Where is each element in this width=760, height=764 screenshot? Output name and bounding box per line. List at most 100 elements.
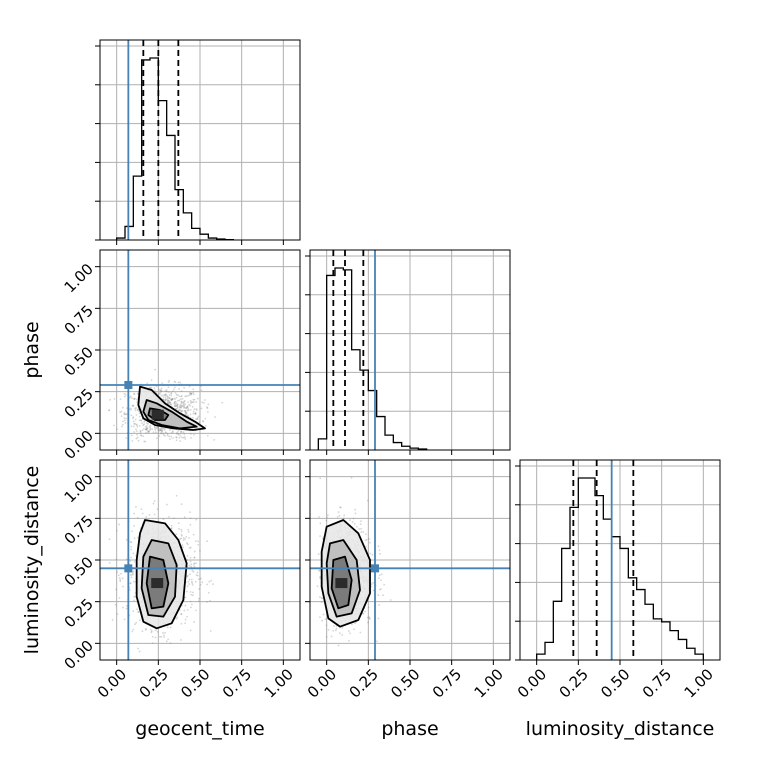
- sample-point: [157, 426, 160, 429]
- sample-point: [157, 429, 160, 431]
- y-tick-label-phase: 0.00: [61, 427, 97, 463]
- sample-point: [136, 398, 138, 401]
- sample-point: [139, 430, 142, 433]
- sample-point: [188, 391, 191, 394]
- sample-point: [353, 522, 356, 525]
- sample-point: [145, 422, 148, 425]
- sample-point: [154, 427, 156, 430]
- sample-point: [164, 394, 166, 397]
- sample-point: [367, 621, 369, 624]
- panel-frame: [95, 249, 301, 455]
- sample-point: [186, 542, 188, 545]
- sample-point: [161, 382, 164, 385]
- histogram-panel-luminosity_distance: [520, 460, 720, 660]
- sample-point: [160, 395, 163, 397]
- sample-point: [178, 399, 181, 402]
- sample-point: [136, 536, 139, 539]
- density-contour-1: [142, 399, 198, 430]
- sample-point: [200, 577, 202, 580]
- sample-point: [195, 408, 198, 410]
- sample-point: [327, 514, 329, 517]
- sample-point: [193, 550, 196, 553]
- sample-point: [197, 543, 200, 546]
- sample-point: [166, 626, 169, 629]
- sample-point: [183, 404, 186, 407]
- sample-point: [163, 393, 166, 396]
- y-tick-label-luminosity_distance: 0.50: [61, 553, 97, 589]
- sample-point: [176, 431, 178, 434]
- sample-point: [196, 417, 198, 420]
- sample-point: [185, 406, 188, 409]
- sample-point: [113, 397, 116, 400]
- sample-point: [319, 596, 321, 598]
- panel-frame: [515, 459, 721, 665]
- sample-point: [177, 522, 180, 525]
- sample-point: [382, 594, 385, 597]
- sample-point: [178, 408, 181, 411]
- sample-point: [175, 439, 178, 442]
- sample-point: [173, 402, 176, 404]
- sample-point: [184, 410, 187, 413]
- sample-point: [191, 405, 194, 408]
- x-tick-label-geocent_time: 0.00: [94, 665, 130, 701]
- sample-point: [368, 617, 371, 620]
- sample-point: [156, 508, 159, 511]
- sample-point: [189, 392, 192, 395]
- sample-point: [190, 603, 193, 606]
- sample-point: [129, 560, 132, 563]
- sample-point: [123, 413, 125, 416]
- sample-point: [338, 514, 341, 517]
- sample-point: [170, 527, 173, 529]
- sample-point: [132, 393, 135, 395]
- sample-point: [187, 409, 190, 412]
- sample-point: [352, 517, 355, 520]
- sample-point: [193, 621, 196, 623]
- sample-point: [349, 632, 351, 635]
- sample-point: [206, 407, 209, 410]
- sample-point: [154, 629, 157, 631]
- sample-point: [337, 644, 340, 647]
- sample-point: [169, 402, 172, 404]
- sample-point: [192, 591, 194, 594]
- sample-point: [176, 407, 179, 409]
- sample-point: [168, 401, 171, 404]
- panel-frame: [305, 249, 511, 455]
- sample-point: [191, 416, 194, 419]
- sample-point: [189, 517, 192, 520]
- sample-point: [160, 428, 162, 431]
- sample-point: [138, 619, 141, 622]
- y-tick-label-phase: 1.00: [61, 260, 97, 296]
- sample-point: [209, 600, 212, 602]
- sample-point: [134, 407, 137, 410]
- sample-point: [358, 528, 361, 530]
- sample-point: [189, 573, 191, 576]
- sample-point: [148, 425, 151, 428]
- sample-point: [162, 432, 164, 435]
- sample-point: [166, 434, 169, 437]
- sample-point: [129, 574, 132, 576]
- sample-point: [132, 610, 135, 613]
- y-tick-label-luminosity_distance: 0.00: [61, 637, 97, 673]
- sample-point: [134, 623, 136, 626]
- sample-point: [181, 397, 184, 400]
- sample-point: [132, 417, 134, 420]
- sample-point: [368, 617, 371, 620]
- sample-point: [182, 431, 185, 434]
- sample-point: [168, 435, 171, 438]
- sample-point: [170, 399, 173, 401]
- sample-point: [134, 418, 137, 421]
- sample-point: [168, 397, 171, 400]
- sample-point: [164, 393, 167, 396]
- sample-point: [155, 427, 158, 430]
- sample-point: [187, 414, 189, 417]
- sample-point: [144, 425, 147, 428]
- sample-point: [169, 642, 172, 645]
- sample-point: [133, 524, 135, 527]
- sample-point: [377, 545, 380, 548]
- sample-point: [133, 431, 135, 433]
- sample-point: [178, 409, 180, 412]
- sample-point: [124, 393, 127, 396]
- sample-point: [186, 585, 189, 588]
- sample-point: [196, 574, 199, 577]
- sample-point: [210, 579, 213, 582]
